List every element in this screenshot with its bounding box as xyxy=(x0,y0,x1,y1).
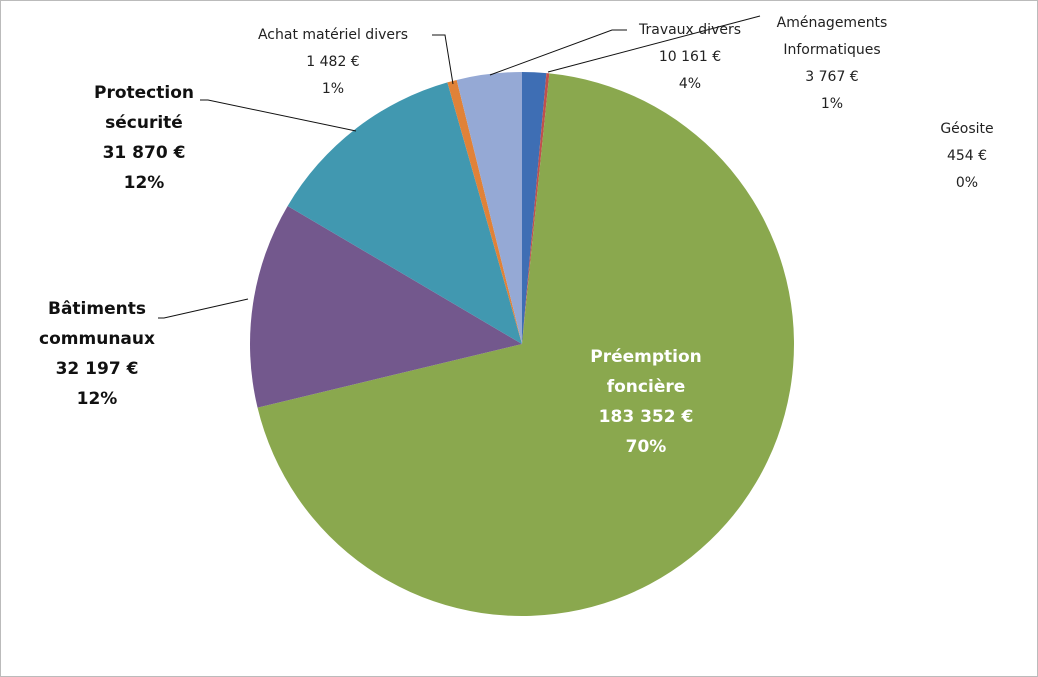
slice-value: 32 197 € xyxy=(55,359,139,379)
pie-slice xyxy=(447,79,522,344)
slice-percent: 1% xyxy=(321,81,345,97)
slice-name: Bâtiments communaux xyxy=(39,299,155,349)
slice-label: Aménagements Informatiques 3 767 € 1% xyxy=(757,10,907,118)
pie-slice xyxy=(249,205,522,408)
slice-label: Préemption foncière 183 352 € 70% xyxy=(571,342,721,462)
slice-percent: 1% xyxy=(820,96,844,112)
leader-line xyxy=(200,99,357,132)
slice-value: 31 870 € xyxy=(102,143,186,163)
slice-name: Protection sécurité xyxy=(94,83,194,133)
leader-line xyxy=(158,298,249,319)
slice-name: Préemption foncière xyxy=(590,347,702,397)
slice-value: 454 € xyxy=(946,148,988,164)
pie-slice xyxy=(522,72,547,344)
leader-lines xyxy=(158,15,761,319)
slice-name: Travaux divers xyxy=(638,22,742,38)
slice-percent: 4% xyxy=(678,76,702,92)
slice-label: Travaux divers 10 161 € 4% xyxy=(615,17,765,98)
slice-label: Géosite 454 € 0% xyxy=(922,116,1012,197)
slice-value: 10 161 € xyxy=(658,49,722,65)
pie-slice xyxy=(257,73,794,616)
pie-slice xyxy=(456,72,522,344)
slice-name: Achat matériel divers xyxy=(257,27,409,43)
slice-value: 183 352 € xyxy=(598,407,694,427)
leader-line xyxy=(489,29,627,76)
slice-label: Protection sécurité 31 870 € 12% xyxy=(74,78,214,198)
slice-percent: 0% xyxy=(955,175,979,191)
leader-line xyxy=(432,34,454,85)
slice-percent: 12% xyxy=(123,173,165,193)
slice-label: Achat matériel divers 1 482 € 1% xyxy=(213,22,453,103)
slice-percent: 70% xyxy=(625,437,667,457)
slice-name: Géosite xyxy=(940,121,994,137)
slice-name: Aménagements Informatiques xyxy=(776,15,888,58)
slice-value: 3 767 € xyxy=(805,69,859,85)
pie-slice xyxy=(522,73,550,344)
slice-percent: 12% xyxy=(76,389,118,409)
leader-line xyxy=(547,15,761,73)
pie-slice xyxy=(287,82,522,344)
slice-label: Bâtiments communaux 32 197 € 12% xyxy=(22,294,172,414)
slice-value: 1 482 € xyxy=(306,54,360,70)
